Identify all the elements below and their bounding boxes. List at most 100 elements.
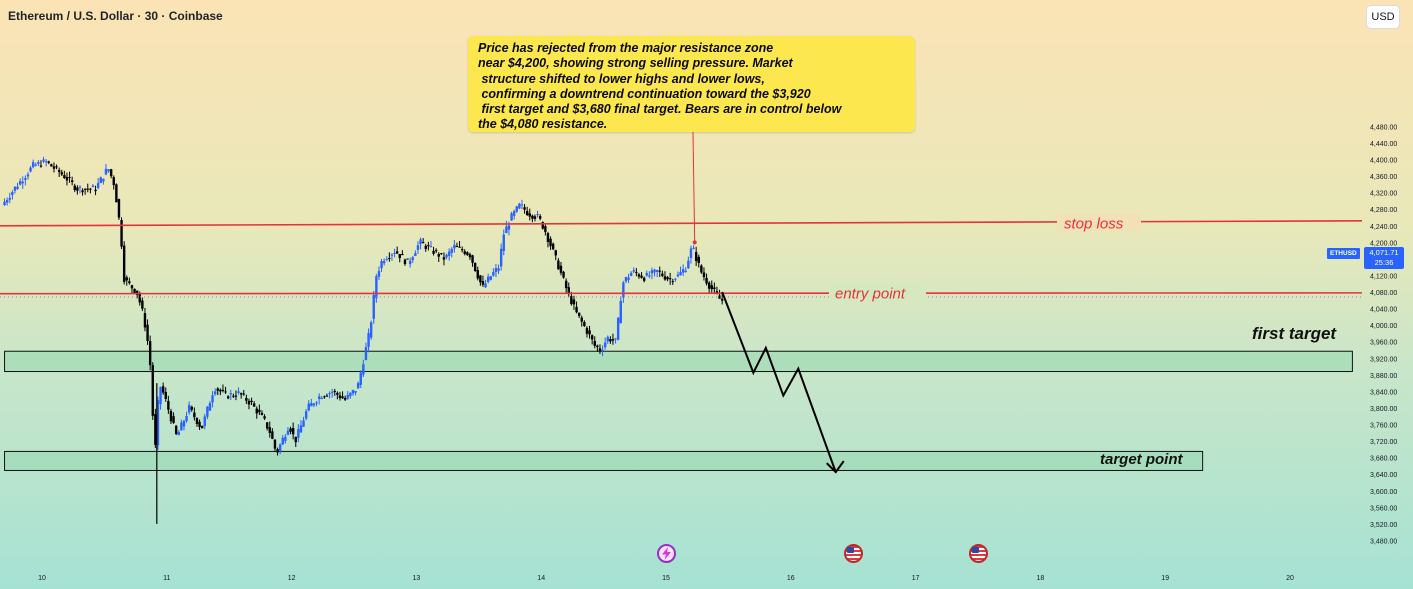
candle-body	[219, 389, 222, 392]
candle-body	[182, 420, 186, 427]
us-flag-icon[interactable]	[844, 544, 864, 563]
candle-body	[310, 402, 313, 407]
candle-body	[445, 254, 448, 258]
candle-body	[336, 392, 339, 395]
candle-body	[375, 276, 378, 299]
x-tick-label: 20	[1286, 575, 1294, 582]
candle-body	[341, 396, 344, 399]
candle-body	[661, 273, 664, 276]
candle-body	[505, 226, 508, 234]
candle-body	[580, 317, 583, 322]
candle-body	[702, 272, 706, 278]
candle-body	[440, 253, 443, 255]
candle-body	[523, 207, 526, 210]
candle-body	[52, 166, 56, 169]
y-tick-label: 4,240.00	[1370, 224, 1397, 231]
candle-body	[60, 172, 63, 175]
candle-body	[291, 428, 295, 435]
candle-body	[213, 391, 217, 395]
candle-body	[684, 270, 687, 272]
candle-body	[78, 186, 82, 188]
candle-body	[697, 256, 700, 264]
entry-label-bg	[829, 283, 926, 302]
lightning-icon[interactable]	[657, 544, 676, 563]
candle-body	[385, 259, 388, 261]
analysis-note[interactable]: Price has rejected from the major resist…	[468, 36, 915, 132]
candle-body	[141, 300, 144, 309]
candle-body	[533, 216, 537, 219]
candle-body	[512, 211, 516, 216]
x-tick-label: 11	[163, 575, 170, 582]
last-price-tag: 4,071.71 25:36	[1364, 247, 1404, 269]
candle-body	[109, 169, 113, 177]
projection-arrowhead	[826, 460, 845, 474]
candle-body	[570, 296, 573, 305]
us-flag-icon[interactable]	[969, 544, 988, 563]
stop-loss-label-bg	[1057, 213, 1141, 232]
candle-body	[616, 317, 620, 340]
candle-body	[380, 261, 383, 269]
candle-body	[531, 215, 534, 219]
candle-body	[414, 253, 417, 256]
candle-body	[593, 340, 596, 346]
candle-body	[494, 268, 498, 272]
candle-body	[668, 278, 672, 280]
candle-body	[151, 365, 154, 416]
candle-body	[614, 338, 617, 340]
y-tick-label: 4,040.00	[1370, 307, 1397, 314]
candle-body	[458, 246, 461, 248]
candle-body	[398, 254, 401, 259]
candle-body	[180, 422, 183, 431]
candle-body	[273, 439, 277, 449]
candle-body	[432, 250, 435, 254]
candle-body	[42, 159, 45, 162]
candle-body	[515, 206, 518, 212]
candle-body	[564, 280, 568, 289]
candle-body	[200, 425, 204, 429]
y-tick-label: 3,840.00	[1370, 389, 1397, 396]
symbol-tag: ETHUSD	[1327, 248, 1360, 259]
x-tick-label: 12	[288, 575, 296, 582]
candle-body	[653, 269, 656, 273]
candle-body	[68, 176, 71, 178]
candle-body	[476, 270, 479, 279]
candle-body	[401, 253, 404, 256]
candle-body	[302, 420, 305, 427]
candle-body	[705, 277, 708, 284]
candle-body	[29, 167, 32, 172]
candle-body	[284, 436, 287, 441]
candle-body	[710, 285, 713, 290]
candle-body	[117, 199, 121, 218]
candle-body	[224, 391, 227, 393]
y-tick-label: 3,520.00	[1370, 522, 1397, 529]
candle-body	[8, 197, 11, 200]
candle-body	[369, 322, 373, 338]
candle-body	[164, 392, 167, 399]
candle-body	[642, 277, 646, 281]
candle-body	[567, 287, 570, 293]
candle-body	[242, 393, 245, 395]
candle-body	[47, 161, 50, 163]
candle-body	[351, 390, 355, 394]
y-tick-label: 3,720.00	[1370, 439, 1397, 446]
candle-body	[354, 390, 357, 393]
candle-body	[362, 364, 365, 375]
candle-body	[229, 393, 232, 395]
candle-body	[416, 245, 420, 250]
candle-body	[138, 293, 141, 303]
candle-body	[34, 164, 37, 166]
candle-body	[18, 181, 22, 185]
candle-body	[588, 330, 591, 335]
currency-button[interactable]: USD	[1366, 5, 1400, 29]
candle-body	[632, 270, 635, 272]
y-tick-label: 3,680.00	[1370, 456, 1397, 463]
candle-body	[471, 255, 474, 263]
bar-countdown: 25:36	[1374, 258, 1394, 267]
candle-body	[255, 408, 258, 414]
candle-body	[382, 260, 386, 264]
candle-body	[536, 214, 539, 216]
candle-body	[609, 339, 612, 342]
candle-body	[687, 260, 690, 269]
